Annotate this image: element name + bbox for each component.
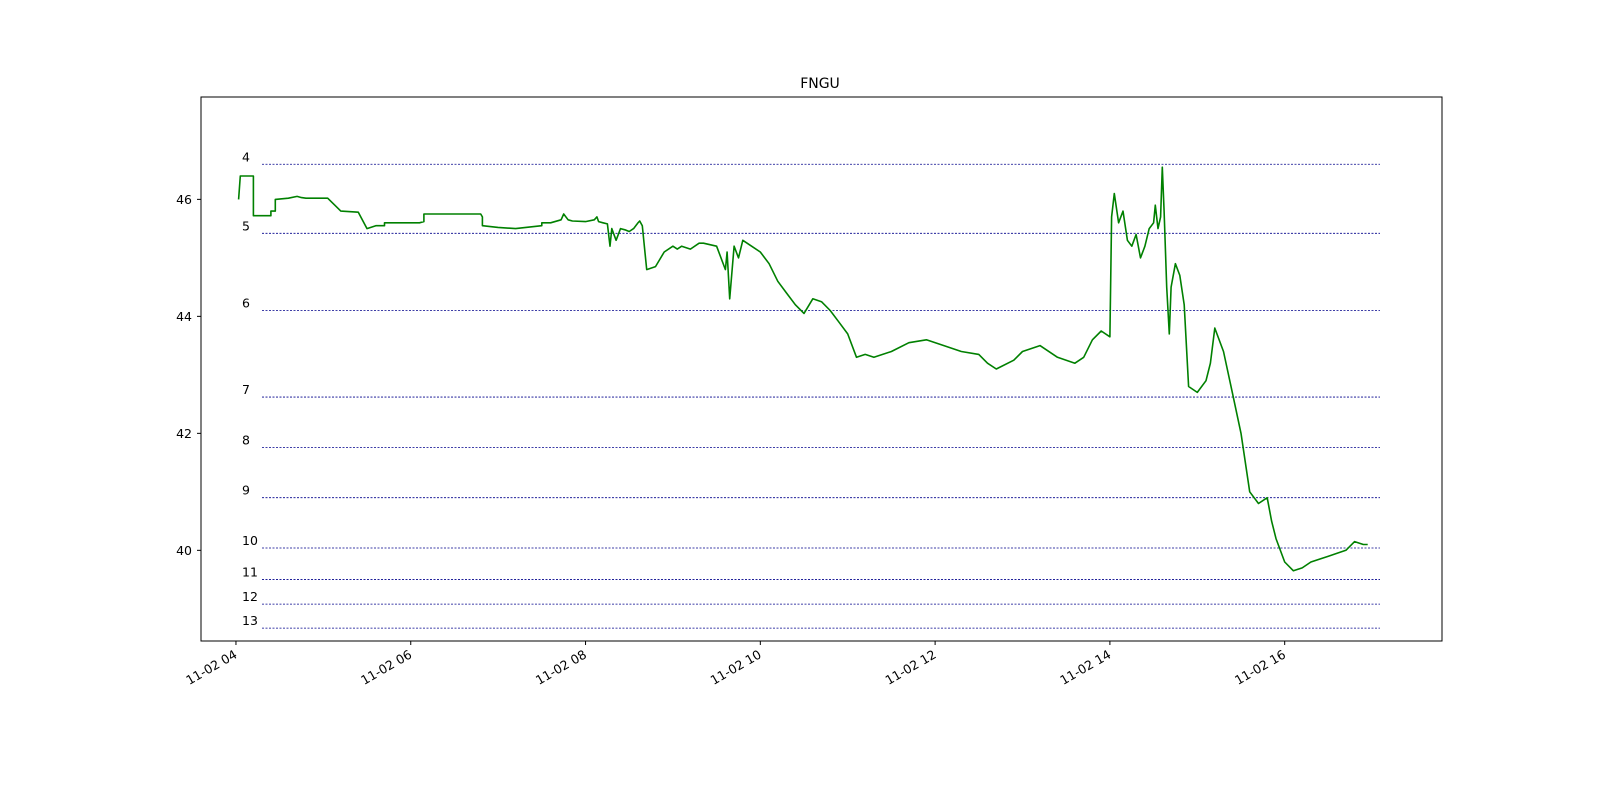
y-tick-label: 44: [176, 309, 192, 324]
y-tick-label: 46: [176, 192, 192, 207]
chart-title: FNGU: [800, 76, 840, 92]
level-lines: 4 5 6 7 8 9 10 11 12 13: [242, 149, 1380, 629]
x-tick-label: 11-02 12: [882, 647, 938, 688]
level-label: 9: [242, 483, 250, 498]
y-axis: 40 42 44 46: [176, 192, 201, 558]
level-label: 8: [242, 432, 250, 447]
x-axis: 11-02 04 11-02 06 11-02 08 11-02 10 11-02 12…: [183, 641, 1288, 688]
x-tick-label: 11-02 14: [1057, 647, 1113, 688]
level-label: 13: [242, 613, 258, 628]
y-tick-label: 42: [176, 426, 192, 441]
plot-frame: [200, 96, 1443, 642]
level-label: 10: [242, 533, 258, 548]
level-label: 5: [242, 218, 250, 233]
level-label: 12: [242, 589, 258, 604]
y-tick-label: 40: [176, 543, 192, 558]
series-line: [237, 166, 1368, 572]
x-tick-label: 11-02 06: [358, 647, 414, 688]
x-tick-label: 11-02 08: [533, 647, 589, 688]
price-series: [237, 166, 1368, 572]
level-label: 6: [242, 296, 250, 311]
level-label: 4: [242, 149, 250, 164]
x-tick-label: 11-02 10: [708, 647, 764, 688]
level-label: 11: [242, 565, 258, 580]
x-tick-label: 11-02 16: [1232, 647, 1288, 688]
x-tick-label: 11-02 04: [183, 647, 239, 688]
level-label: 7: [242, 382, 250, 397]
